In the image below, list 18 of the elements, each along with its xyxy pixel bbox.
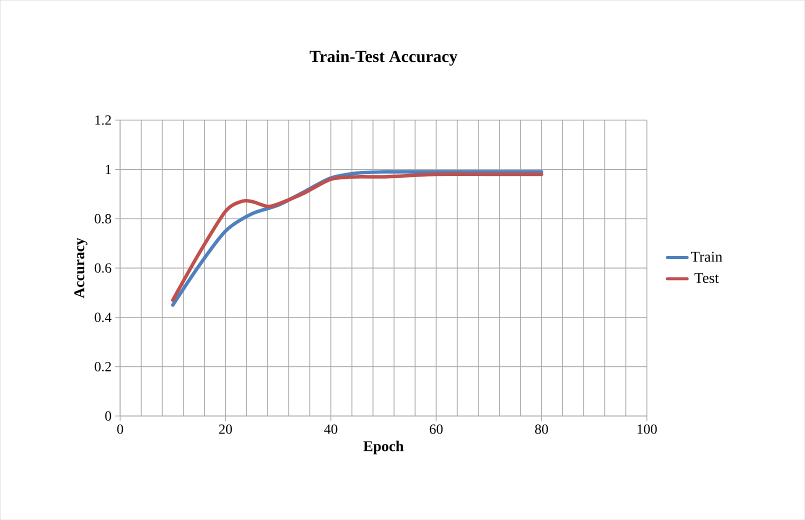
y-tick-label: 0.8 [94, 214, 112, 224]
x-tick-label: 80 [535, 424, 548, 434]
x-axis-title: Epoch [363, 440, 404, 454]
y-tick-label: 0.2 [94, 362, 111, 372]
chart-title: Train-Test Accuracy [310, 50, 458, 66]
y-tick-label: 0 [105, 411, 112, 421]
x-tick-label: 60 [430, 424, 443, 434]
legend-label: Train [690, 252, 722, 262]
y-tick-label: 1 [106, 164, 111, 174]
x-tick-label: 0 [117, 424, 124, 434]
y-tick-label: 0.6 [94, 263, 112, 273]
x-tick-label: 20 [219, 424, 232, 434]
x-tick-label: 40 [324, 424, 338, 434]
legend-label: Test [694, 273, 719, 283]
y-tick-label: 1.2 [95, 115, 111, 125]
x-tick-label: 100 [638, 424, 657, 434]
y-tick-label: 0.4 [94, 312, 112, 322]
y-axis-title: Accuracy [74, 238, 88, 298]
